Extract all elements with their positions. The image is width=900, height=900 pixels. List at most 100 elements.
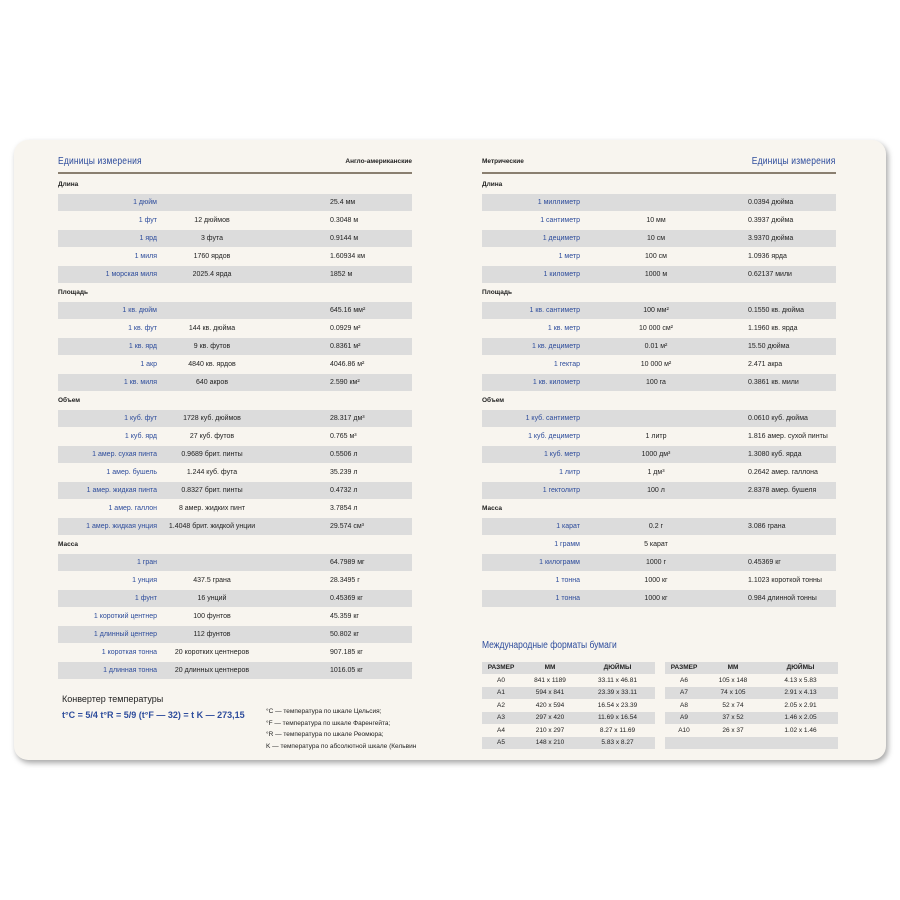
unit-name: 1 килограмм	[539, 559, 580, 566]
metric-value: 1.1023 короткой тонны	[748, 577, 822, 584]
equivalent: 8 амер. жидких пинт	[178, 505, 246, 512]
section-label: Длина	[58, 181, 79, 188]
section-label: Масса	[58, 541, 79, 548]
table-row: 1 амер. бушель 1.244 куб. фута 35.239 л	[58, 464, 412, 481]
metric-value: 1016.05 кг	[330, 667, 363, 674]
paper-size: A0	[497, 676, 505, 684]
equivalent: 1 литр	[645, 433, 667, 440]
equivalent: 10 000 см²	[639, 325, 673, 332]
unit-name: 1 кв. ярд	[128, 343, 157, 350]
unit-name: 1 длинная тонна	[103, 667, 157, 674]
equivalent: 10 000 м²	[640, 361, 672, 368]
right-page-header: Метрические Единицы измерения	[482, 154, 836, 174]
table-row: 1 длинная тонна 20 длинных центнеров 1016.…	[58, 662, 412, 679]
paper-table-row: A5 148 x 210 5.83 x 8.27	[482, 737, 655, 749]
metric-value: 35.239 л	[330, 469, 358, 476]
unit-name: 1 акр	[140, 361, 157, 368]
paper-table-2: РАЗМЕР ММ ДЮЙМЫ A6 105 x 148 4.13 x 5.83 A7 74 …	[665, 662, 838, 750]
paper-size: A4	[497, 726, 505, 734]
size-inches: 1.46 x 2.05	[784, 714, 817, 721]
equivalent: 100 см	[645, 253, 667, 260]
paper-table-row: A3 297 x 420 11.69 x 16.54	[482, 712, 655, 724]
metric-value: 0.765 м³	[330, 433, 357, 440]
table-row: 1 короткий центнер 100 фунтов 45.359 кг	[58, 608, 412, 625]
paper-table-row: A6 105 x 148 4.13 x 5.83	[665, 675, 838, 687]
column-header: ММ	[544, 664, 556, 671]
metric-value: 3.9370 дюйма	[748, 235, 794, 242]
metric-value: 29.574 см³	[330, 523, 364, 530]
metric-value: 0.2642 амер. галлона	[748, 469, 818, 476]
column-header: ДЮЙМЫ	[603, 664, 632, 671]
table-row: 1 куб. дециметр 1 литр 1.816 амер. сухой п…	[482, 428, 836, 445]
table-row: 1 гектар 10 000 м² 2.471 акра	[482, 356, 836, 373]
unit-name: 1 миля	[134, 253, 157, 260]
paper-size: A7	[680, 689, 688, 696]
equivalent: 100 га	[646, 379, 666, 386]
unit-name: 1 амер. бушель	[106, 469, 157, 476]
unit-name: 1 гектолитр	[542, 487, 580, 494]
metric-value: 2.590 км²	[330, 379, 360, 386]
table-row: 1 куб. сантиметр 0.0610 куб. дюйма	[482, 410, 836, 427]
metric-value: 2.8378 амер. бушеля	[748, 487, 817, 494]
table-row: 1 гектолитр 100 л 2.8378 амер. бушеля	[482, 482, 836, 499]
equivalent: 16 унций	[197, 595, 227, 602]
note: K — температура по абсолютной шкале (Кел…	[266, 742, 417, 750]
metric-value: 0.3048 м	[330, 217, 359, 224]
units-table-imperial: Длина 1 дюйм 25.4 мм 1 фут 12 дюймов 0.3048 м…	[58, 176, 412, 680]
table-row: 1 кв. километр 100 га 0.3861 кв. мили	[482, 374, 836, 391]
metric-value: 0.3861 кв. мили	[748, 379, 799, 386]
section-label: Площадь	[482, 289, 512, 296]
equivalent: 1000 дм³	[641, 451, 671, 458]
size-inches: 23.39 x 33.11	[598, 689, 637, 696]
equivalent: 1728 куб. дюймов	[183, 415, 241, 422]
table-row: 1 ярд 3 фута 0.9144 м	[58, 230, 412, 247]
metric-value: 645.16 мм²	[330, 307, 366, 314]
unit-name: 1 миллиметр	[537, 199, 580, 206]
equivalent: 437.5 грана	[193, 577, 231, 584]
metric-value: 1.816 амер. сухой пинты	[748, 433, 828, 440]
page-title: Единицы измерения	[58, 156, 142, 167]
size-mm: 297 x 420	[535, 714, 565, 721]
size-mm: 210 x 297	[535, 726, 565, 734]
paper-size: A2	[497, 701, 505, 709]
table-row: 1 морская миля 2025.4 ярда 1852 м	[58, 266, 412, 283]
equivalent: 1.4048 брит. жидкой унции	[168, 523, 256, 530]
paper-table-row: A9 37 x 52 1.46 x 2.05	[665, 712, 838, 724]
table-row: 1 тонна 1000 кг 0.984 длинной тонны	[482, 590, 836, 607]
column-header: ДЮЙМЫ	[786, 664, 815, 671]
equivalent: 1000 м	[644, 271, 668, 278]
equivalent: 5 карат	[644, 541, 668, 548]
metric-value: 907.185 кг	[330, 649, 363, 656]
size-mm: 74 x 105	[720, 689, 746, 696]
metric-value: 0.0610 куб. дюйма	[748, 415, 808, 422]
paper-table-row: A2 420 x 594 16.54 x 23.39	[482, 700, 655, 712]
size-inches: 11.69 x 16.54	[598, 714, 637, 721]
table-row: 1 длинный центнер 112 фунтов 50.802 кг	[58, 626, 412, 643]
converter-formula: t°C = 5/4 t°R = 5/9 (t°F — 32) = t K — 2…	[62, 710, 245, 720]
table-row: 1 куб. ярд 27 куб. футов 0.765 м³	[58, 428, 412, 445]
units-table-metric: Длина 1 миллиметр 0.0394 дюйма 1 сантиметр 1…	[482, 176, 836, 608]
equivalent: 27 куб. футов	[189, 433, 235, 440]
unit-name: 1 карат	[556, 523, 580, 530]
converter-notes: °C — температура по шкале Цельсия; °F — …	[266, 706, 416, 752]
equivalent: 10 см	[646, 235, 666, 242]
metric-value: 0.9144 м	[330, 235, 359, 242]
equivalent: 1000 г	[645, 559, 667, 566]
equivalent: 100 мм²	[643, 307, 669, 314]
metric-value: 28.317 дм³	[330, 415, 365, 422]
column-header: РАЗМЕР	[670, 664, 698, 671]
unit-name: 1 амер. галлон	[108, 505, 157, 512]
table-row: 1 километр 1000 м 0.62137 мили	[482, 266, 836, 283]
paper-table-header: РАЗМЕР ММ ДЮЙМЫ	[665, 662, 838, 674]
section-label: Масса	[482, 505, 503, 512]
equivalent: 100 л	[647, 487, 665, 494]
unit-name: 1 короткая тонна	[101, 649, 157, 656]
paper-table-row: A0 841 x 1189 33.11 x 46.81	[482, 675, 655, 687]
size-inches: 4.13 x 5.83	[784, 676, 817, 684]
table-row: 1 куб. фут 1728 куб. дюймов 28.317 дм³	[58, 410, 412, 427]
page-title: Единицы измерения	[752, 156, 836, 167]
table-row: 1 кв. миля 640 акров 2.590 км²	[58, 374, 412, 391]
equivalent: 4840 кв. ярдов	[188, 361, 236, 368]
equivalent: 0.9689 брит. пинты	[181, 451, 243, 458]
metric-value: 0.62137 мили	[748, 271, 792, 278]
